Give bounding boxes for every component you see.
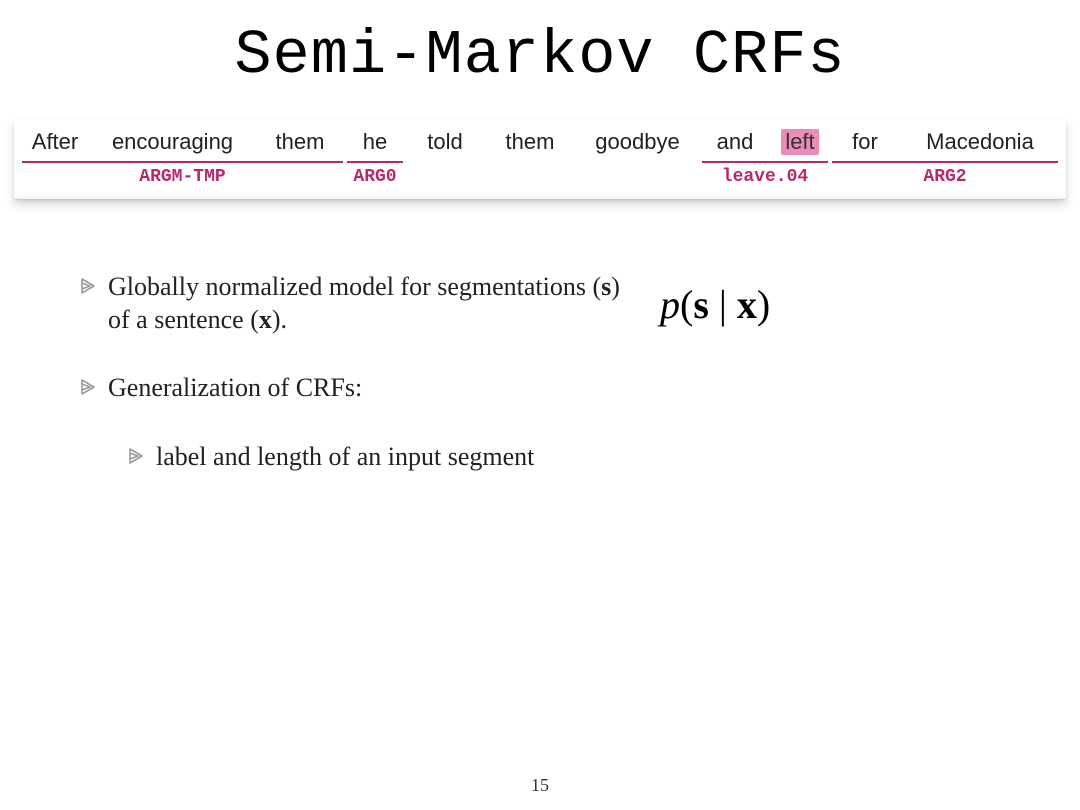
- bullets-column: Globally normalized model for segmentati…: [80, 271, 640, 501]
- slide: Semi-Markov CRFs Afterencouragingthemhet…: [0, 0, 1080, 810]
- content-area: Globally normalized model for segmentati…: [0, 199, 1080, 501]
- word-token: he: [345, 127, 405, 159]
- bullet-text: Generalization of CRFs:: [108, 372, 362, 405]
- sub-bullet-item: label and length of an input segment: [128, 441, 640, 474]
- word-token: them: [255, 127, 345, 159]
- bullet-text: label and length of an input segment: [156, 441, 534, 474]
- formula-column: p(s | x): [640, 271, 1020, 501]
- word-token: goodbye: [575, 127, 700, 159]
- word-token: them: [485, 127, 575, 159]
- formula-part: s: [693, 282, 709, 327]
- segment-label: ARG2: [832, 161, 1058, 187]
- highlighted-word: left: [781, 129, 818, 155]
- bullet-icon: [128, 447, 150, 465]
- formula-part: |: [709, 282, 737, 327]
- word-token: Macedonia: [900, 127, 1060, 159]
- formula-part: (: [680, 282, 693, 327]
- bullet-text: Globally normalized model for segmentati…: [108, 271, 640, 336]
- slide-title: Semi-Markov CRFs: [0, 20, 1080, 91]
- probability-formula: p(s | x): [660, 281, 1020, 328]
- bullet-item: Generalization of CRFs:: [80, 372, 640, 405]
- bullet-icon: [80, 378, 102, 396]
- segment-gap: [405, 161, 700, 187]
- word-token: for: [830, 127, 900, 159]
- segment-label: ARGM-TMP: [22, 161, 343, 187]
- word-token: told: [405, 127, 485, 159]
- formula-part: ): [757, 282, 770, 327]
- segment-label: leave.04: [702, 161, 828, 187]
- words-row: Afterencouragingthemhetoldthemgoodbyeand…: [20, 127, 1060, 159]
- formula-part: x: [737, 282, 757, 327]
- sentence-annotation-strip: Afterencouragingthemhetoldthemgoodbyeand…: [14, 119, 1066, 199]
- word-token: and: [700, 127, 770, 159]
- word-token: encouraging: [90, 127, 255, 159]
- word-token: After: [20, 127, 90, 159]
- segment-label: ARG0: [347, 161, 403, 187]
- bullet-item: Globally normalized model for segmentati…: [80, 271, 640, 336]
- word-token: left: [770, 127, 830, 159]
- bullet-icon: [80, 277, 102, 295]
- labels-row: ARGM-TMPARG0 leave.04ARG2: [20, 161, 1060, 187]
- page-number: 15: [0, 775, 1080, 796]
- formula-part: p: [660, 282, 680, 327]
